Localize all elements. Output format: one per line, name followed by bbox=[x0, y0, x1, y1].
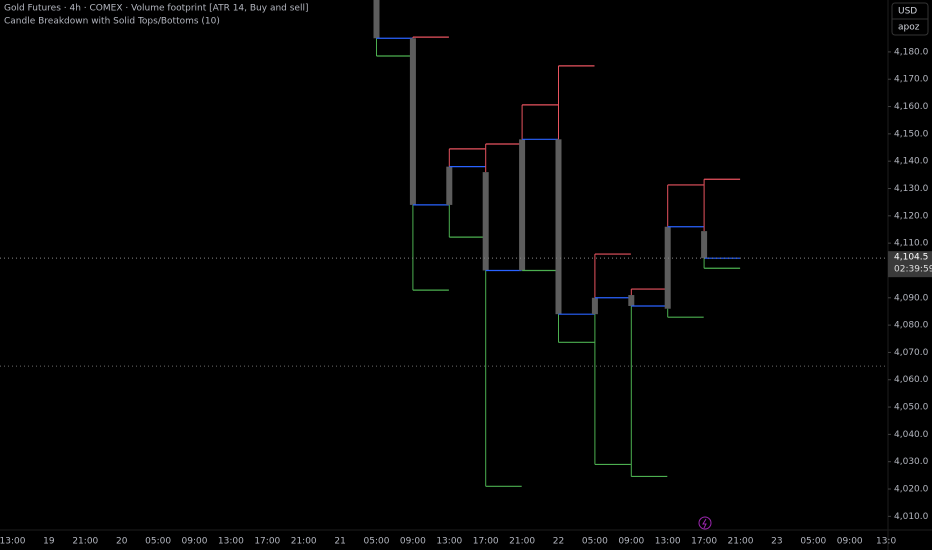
x-tick-label: 09:00 bbox=[618, 537, 644, 547]
x-tick-label: 22 bbox=[553, 537, 564, 547]
plot-area bbox=[0, 0, 888, 487]
y-tick-label: 4,070.0 bbox=[894, 348, 929, 358]
y-tick-label: 4,110.0 bbox=[894, 239, 929, 249]
x-tick-label: 20 bbox=[116, 537, 128, 547]
x-tick-label: 17:00 bbox=[254, 537, 280, 547]
x-tick-label: 21:00 bbox=[728, 537, 754, 547]
candle-body bbox=[446, 166, 453, 205]
x-tick-label: 17:00 bbox=[473, 537, 499, 547]
x-tick-label: 13:00 bbox=[655, 537, 681, 547]
y-tick-label: 4,080.0 bbox=[894, 321, 929, 331]
candle-body bbox=[701, 231, 708, 259]
y-tick-label: 4,060.0 bbox=[894, 375, 929, 385]
x-tick-label: 13:00 bbox=[0, 537, 26, 547]
event-bolt bbox=[702, 518, 707, 529]
x-tick-label: 09:00 bbox=[400, 537, 426, 547]
y-tick-label: 4,020.0 bbox=[894, 485, 929, 495]
candle-body bbox=[664, 226, 671, 309]
x-tick-label: 21 bbox=[334, 537, 345, 547]
scale-button[interactable]: apoz bbox=[898, 23, 920, 33]
candle-body bbox=[591, 297, 598, 315]
x-tick-label: 13:00 bbox=[436, 537, 462, 547]
x-tick-label: 17:00 bbox=[691, 537, 717, 547]
countdown-label: 02:39:59 bbox=[894, 265, 932, 275]
y-tick-label: 4,010.0 bbox=[894, 512, 929, 522]
x-tick-label: 21:00 bbox=[509, 537, 535, 547]
y-tick-label: 4,170.0 bbox=[894, 75, 929, 85]
x-tick-label: 05:00 bbox=[800, 537, 826, 547]
indicator-title: Candle Breakdown with Solid Tops/Bottoms… bbox=[4, 17, 220, 27]
event-icon[interactable] bbox=[698, 516, 712, 530]
x-tick-label: 09:00 bbox=[182, 537, 208, 547]
x-tick-label: 05:00 bbox=[145, 537, 171, 547]
y-tick-label: 4,180.0 bbox=[894, 47, 929, 57]
y-tick-label: 4,050.0 bbox=[894, 403, 929, 413]
currency-label: USD bbox=[898, 7, 917, 17]
candle-body bbox=[409, 38, 416, 205]
x-tick-label: 21:00 bbox=[72, 537, 98, 547]
y-tick-label: 4,030.0 bbox=[894, 457, 929, 467]
y-tick-label: 4,090.0 bbox=[894, 293, 929, 303]
x-tick-label: 23 bbox=[771, 537, 782, 547]
y-tick-label: 4,130.0 bbox=[894, 184, 929, 194]
x-tick-label: 05:00 bbox=[364, 537, 390, 547]
x-tick-label: 13:0 bbox=[876, 537, 896, 547]
candle-body bbox=[519, 139, 526, 271]
x-tick-label: 13:00 bbox=[218, 537, 244, 547]
candle-body bbox=[373, 0, 380, 39]
x-tick-label: 19 bbox=[43, 537, 55, 547]
candle-body bbox=[482, 172, 489, 271]
y-tick-label: 4,120.0 bbox=[894, 211, 929, 221]
chart-title: Gold Futures · 4h · COMEX · Volume footp… bbox=[4, 4, 308, 14]
x-tick-label: 21:00 bbox=[291, 537, 317, 547]
x-tick-label: 09:00 bbox=[837, 537, 863, 547]
last-price-box bbox=[888, 251, 932, 278]
candle-body bbox=[628, 295, 635, 306]
y-tick-label: 4,140.0 bbox=[894, 157, 929, 167]
y-tick-label: 4,160.0 bbox=[894, 102, 929, 112]
candle-body bbox=[555, 139, 562, 315]
x-tick-label: 05:00 bbox=[582, 537, 608, 547]
y-tick-label: 4,150.0 bbox=[894, 129, 929, 139]
last-price-label: 4,104.5 bbox=[894, 253, 928, 263]
y-tick-label: 4,040.0 bbox=[894, 430, 929, 440]
